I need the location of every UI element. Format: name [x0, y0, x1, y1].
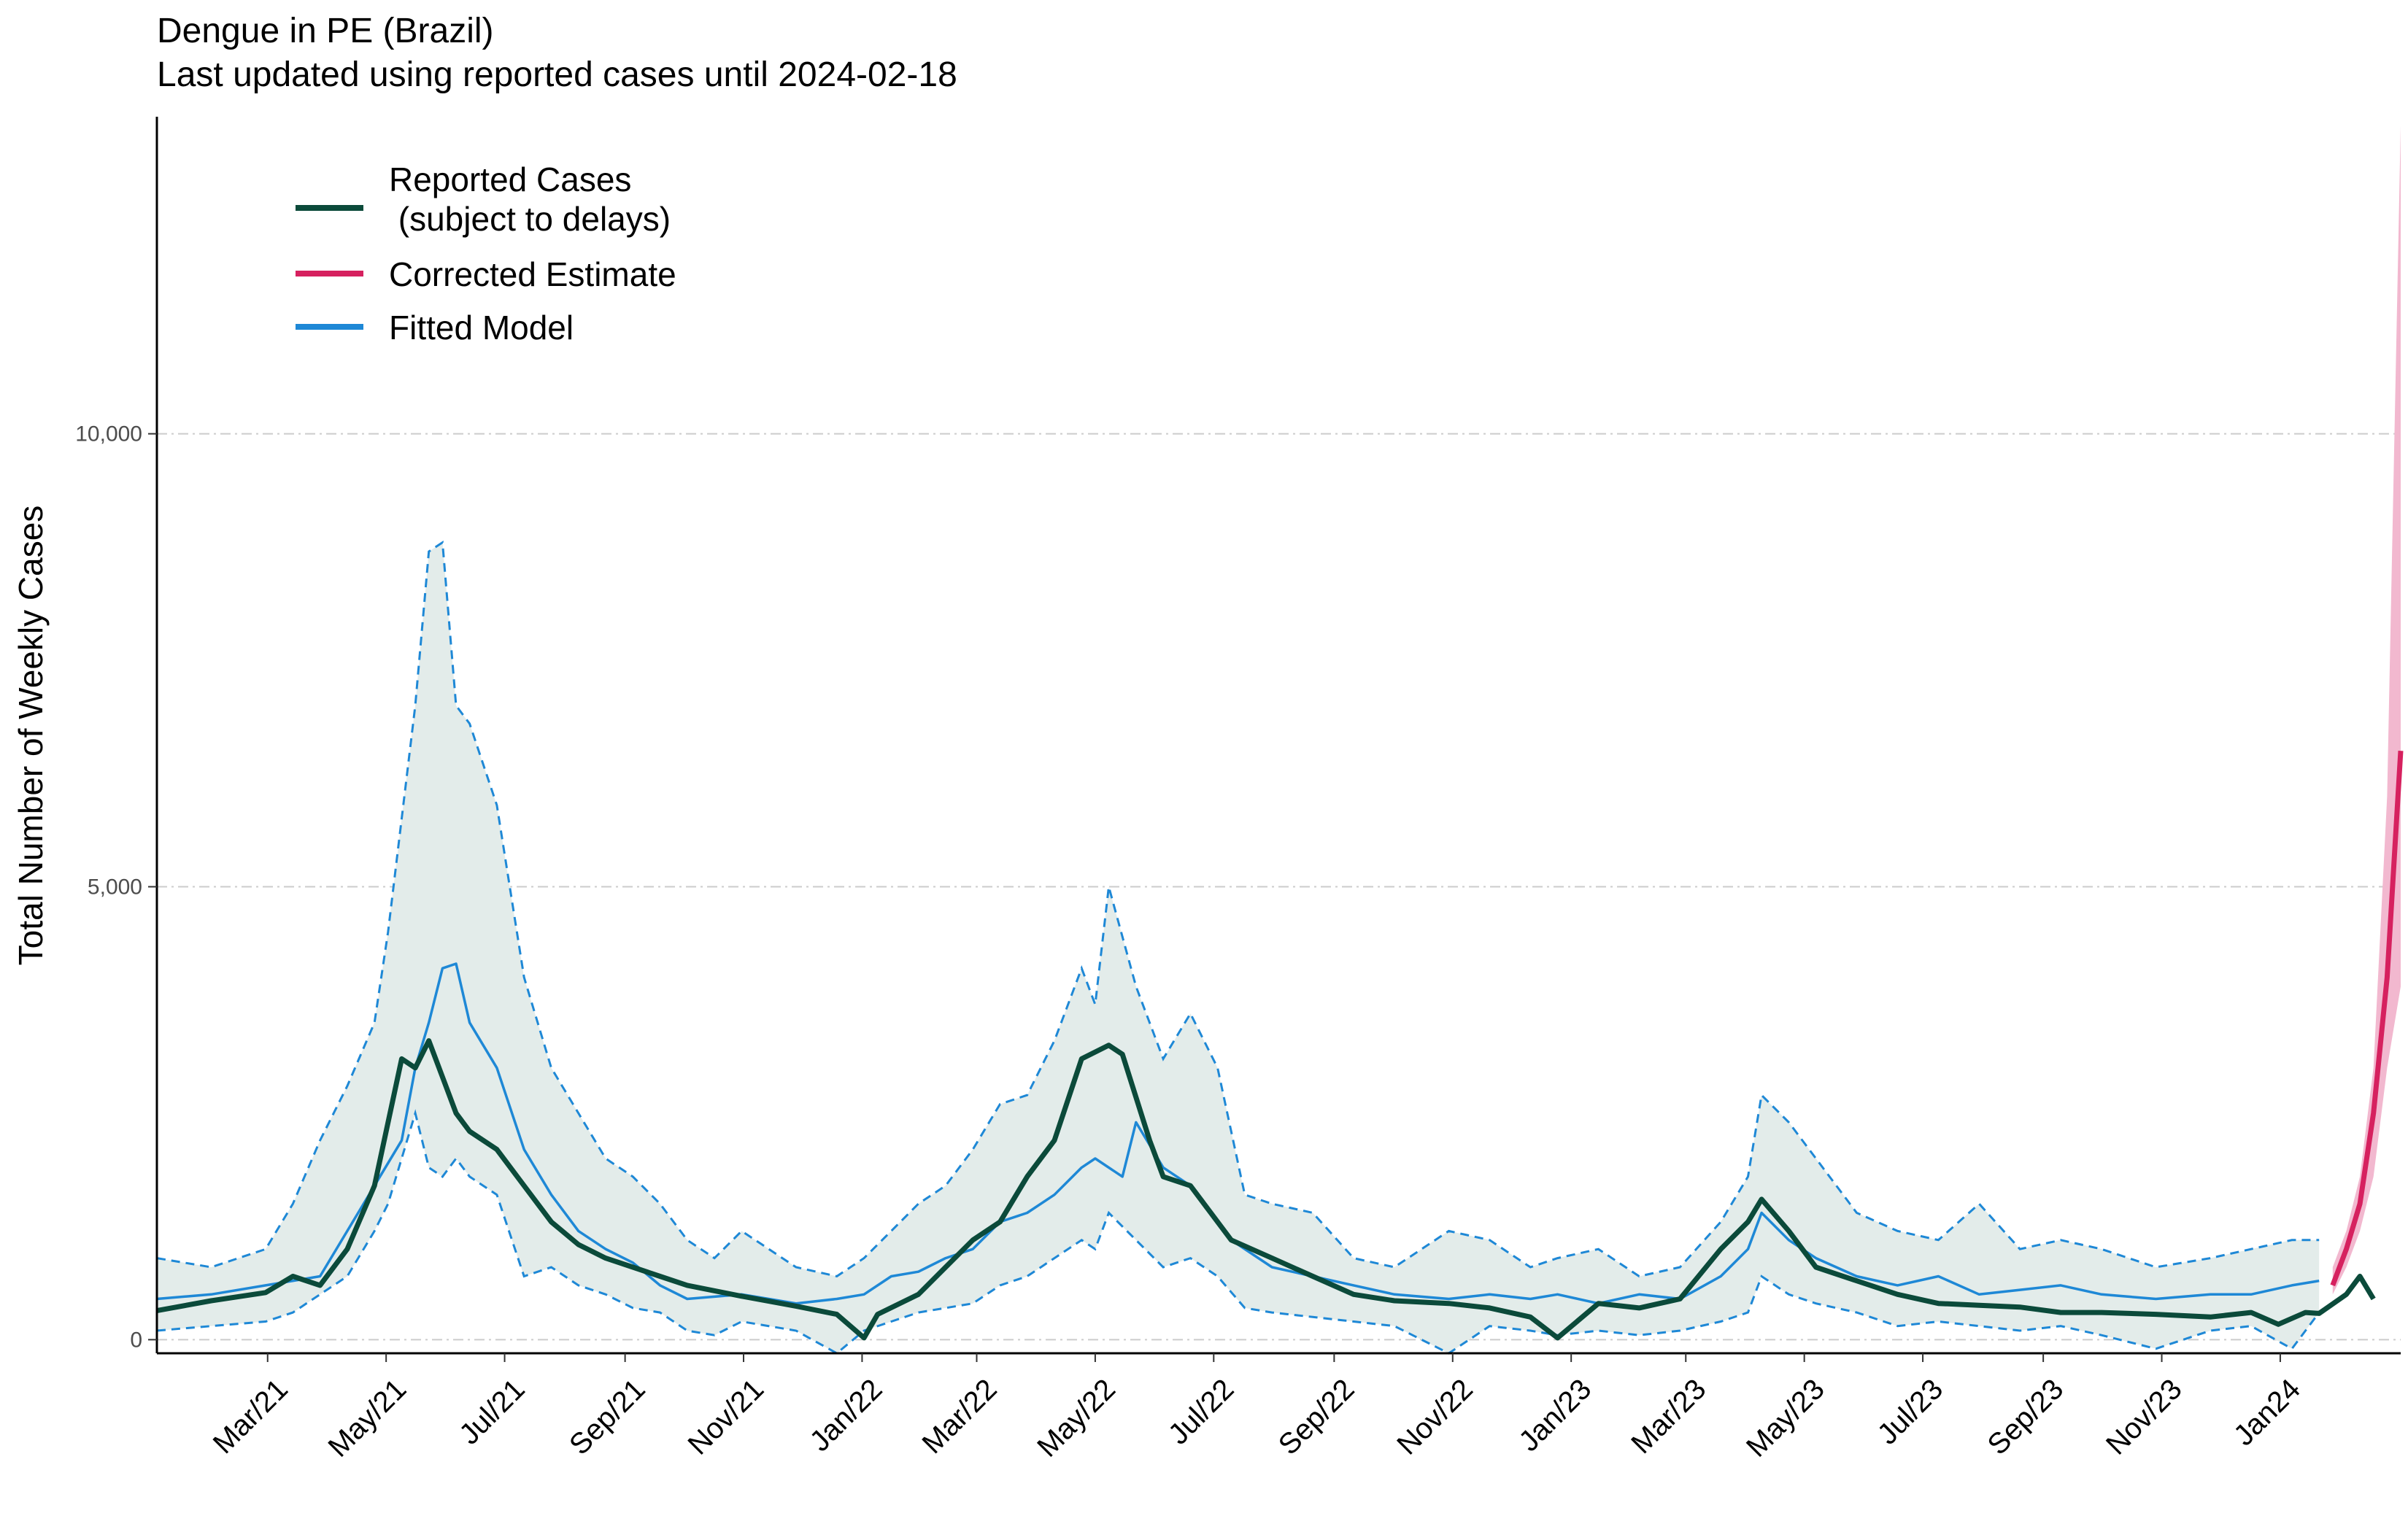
- x-tick-label: Jan/23: [1513, 1373, 1597, 1458]
- chart-subtitle: Last updated using reported cases until …: [157, 55, 957, 94]
- x-tick-label: Jan/22: [804, 1373, 889, 1458]
- fitted-lower-bound-line: [156, 1109, 2320, 1355]
- x-tick-label: Mar/21: [207, 1373, 294, 1460]
- legend-label-1-line2: (subject to delays): [389, 200, 671, 238]
- x-tick-label: May/21: [322, 1373, 412, 1463]
- y-tick-label: 5,000: [88, 875, 142, 899]
- legend-label-1: Reported Cases: [389, 160, 631, 198]
- x-tick-label: Jul/22: [1162, 1373, 1240, 1451]
- corrected-interval-band: [2332, 125, 2401, 1295]
- reported-cases-line: [156, 1038, 2376, 1341]
- x-tick-label: Mar/22: [916, 1373, 1003, 1460]
- x-tick-label: Sep/21: [563, 1373, 652, 1461]
- x-tick-label: Jul/23: [1872, 1373, 1950, 1451]
- gridlines: [157, 433, 2401, 1341]
- legend: Reported Cases (subject to delays) Correc…: [296, 160, 676, 347]
- x-tick-label: Sep/23: [1982, 1373, 2070, 1461]
- y-axis-label: Total Number of Weekly Cases: [12, 506, 50, 966]
- y-tick-label: 0: [130, 1328, 142, 1352]
- x-tick-label: Sep/22: [1273, 1373, 1361, 1461]
- x-ticks: Mar/21 May/21 Jul/21 Sep/21 Nov/21 Jan/22 Mar/…: [207, 1353, 2307, 1463]
- corrected-estimate-line: [2330, 750, 2404, 1287]
- legend-label-2: Corrected Estimate: [389, 255, 676, 293]
- fitted-upper-bound-line: [156, 540, 2320, 1278]
- fitted-interval-band: [157, 542, 2320, 1353]
- chart-title: Dengue in PE (Brazil): [157, 12, 494, 50]
- x-tick-label: Jul/21: [453, 1373, 531, 1451]
- x-tick-label: May/22: [1031, 1373, 1122, 1463]
- x-tick-label: Nov/22: [1391, 1373, 1479, 1461]
- series-layer: [156, 540, 2404, 1355]
- fitted-model-line: [156, 962, 2320, 1305]
- x-tick-label: May/23: [1740, 1373, 1831, 1463]
- x-tick-label: Mar/23: [1625, 1373, 1712, 1460]
- y-tick-label: 10,000: [75, 422, 142, 446]
- x-tick-label: Nov/23: [2100, 1373, 2188, 1461]
- legend-label-3: Fitted Model: [389, 309, 574, 347]
- x-tick-label: Jan24: [2228, 1373, 2307, 1452]
- y-ticks: 0 5,000 10,000: [75, 422, 157, 1352]
- x-tick-label: Nov/21: [682, 1373, 770, 1461]
